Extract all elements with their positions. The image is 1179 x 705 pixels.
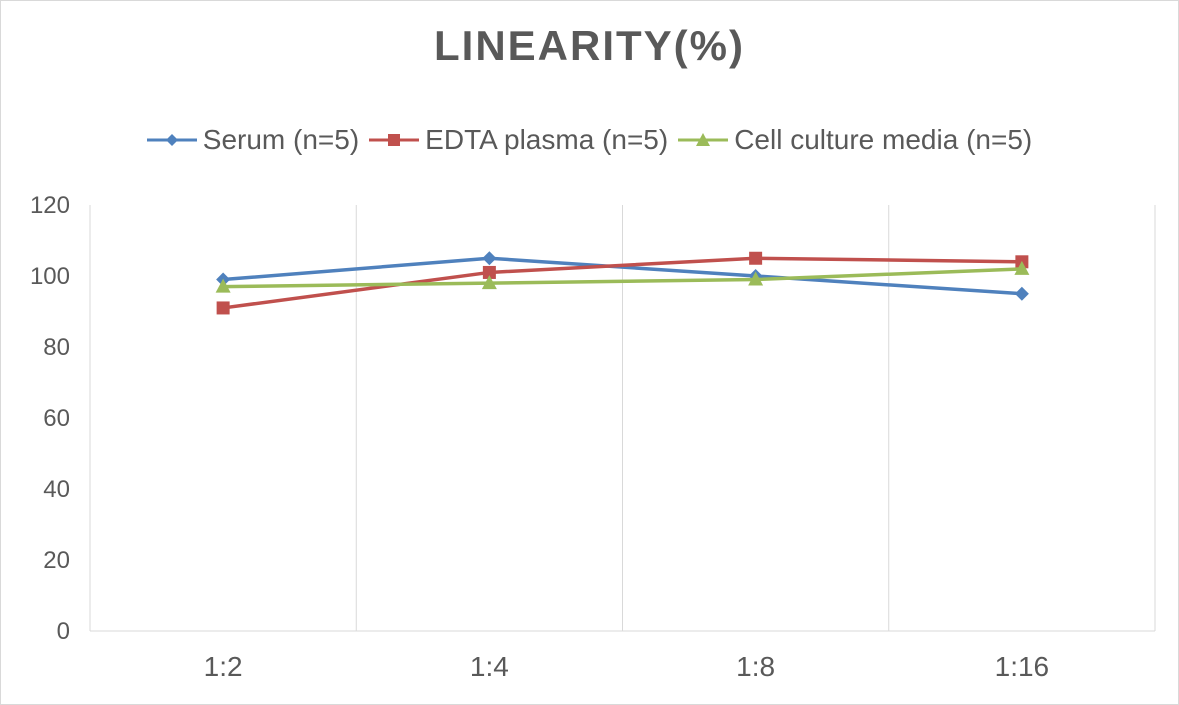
series-line-edta-plasma-n-5 [222, 256, 1022, 310]
y-tick-label: 60 [43, 405, 70, 432]
legend-item-cell-culture-media: Cell culture media (n=5) [678, 124, 1032, 156]
data-point-cell-culture-media-n-5 [748, 271, 764, 286]
data-point-cell-culture-media-n-5 [1014, 260, 1030, 275]
legend-key-cell-culture-media [678, 133, 729, 146]
y-tick-label: 120 [30, 192, 70, 219]
legend-label-edta-plasma: EDTA plasma (n=5) [425, 124, 669, 155]
legend-key-serum [146, 134, 197, 146]
data-point-edta-plasma-n-5 [749, 251, 763, 265]
x-tick-label: 1:8 [736, 651, 775, 682]
legend-item-serum: Serum (n=5) [146, 124, 360, 156]
y-tick-label: 80 [43, 334, 70, 361]
y-tick-label: 100 [30, 263, 70, 290]
x-tick-label: 1:4 [470, 651, 509, 682]
legend-key-edta-plasma [369, 134, 420, 146]
data-point-edta-plasma-n-5 [482, 265, 496, 279]
chart-title: LINEARITY(%) [434, 22, 745, 69]
series-line-cell-culture-media-n-5 [223, 267, 1022, 289]
data-point-cell-culture-media-n-5 [215, 278, 231, 293]
x-tick-label: 1:16 [995, 651, 1050, 682]
y-tick-label: 40 [43, 476, 70, 503]
data-point-cell-culture-media-n-5 [481, 275, 497, 290]
legend-label-cell-culture-media: Cell culture media (n=5) [734, 124, 1033, 155]
x-tick-label: 1:2 [204, 651, 243, 682]
legend: Serum (n=5) EDTA plasma (n=5) Cell cultu… [0, 120, 1179, 160]
y-tick-label: 20 [43, 547, 70, 574]
y-tick-label: 0 [57, 618, 70, 645]
data-point-serum-n-5 [1014, 286, 1029, 301]
data-point-edta-plasma-n-5 [216, 301, 230, 315]
legend-label-serum: Serum (n=5) [202, 124, 360, 155]
data-point-serum-n-5 [482, 251, 497, 266]
series-line-serum-n-5 [222, 256, 1022, 296]
legend-item-edta-plasma: EDTA plasma (n=5) [369, 124, 668, 156]
